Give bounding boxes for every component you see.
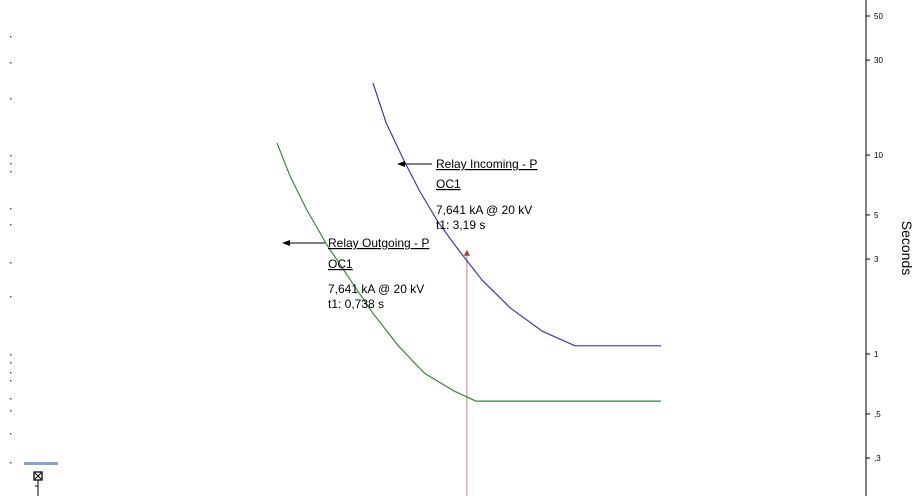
relay-incoming-title-line2: OC1 [436, 177, 461, 191]
diagram-label-blur [24, 462, 58, 465]
y-tick-label: 30 [874, 56, 883, 65]
relay-outgoing-current-label: 7,641 kA @ 20 kV [328, 282, 424, 296]
ruler-dot [10, 171, 12, 173]
ruler-dot [10, 372, 12, 374]
ruler-dot [10, 462, 12, 464]
relay-outgoing-annotation[interactable]: Relay Outgoing - P OC1 7,641 kA @ 20 kV … [282, 236, 429, 311]
y-tick-label: 5 [874, 211, 879, 220]
y-tick-label: 50 [874, 12, 883, 21]
ruler-dot [10, 354, 12, 356]
relay-incoming-title-line1: Relay Incoming - P [436, 157, 537, 171]
fault-point-marker [463, 249, 470, 256]
y-tick-label: ,3 [874, 454, 881, 463]
relay-incoming-current-label: 7,641 kA @ 20 kV [436, 203, 532, 217]
relay-incoming-curve[interactable] [372, 82, 661, 347]
ruler-dot [10, 380, 12, 382]
left-ruler-dots [10, 36, 12, 464]
y-axis-title: Seconds [899, 221, 915, 275]
y-tick-label: 3 [874, 255, 879, 264]
ruler-dot [10, 98, 12, 100]
ruler-dot [10, 410, 12, 412]
relay-outgoing-curve[interactable] [276, 142, 661, 402]
relay-outgoing-time-label: t1: 0,738 s [328, 297, 384, 311]
y-tick-label: 1 [874, 350, 879, 359]
y-tick-label: 10 [874, 151, 883, 160]
single-line-diagram-symbol[interactable] [24, 462, 58, 496]
relay-outgoing-title-line2: OC1 [328, 257, 353, 271]
relay-incoming-annotation[interactable]: Relay Incoming - P OC1 7,641 kA @ 20 kV … [397, 157, 537, 232]
ruler-dot [10, 62, 12, 64]
relay-outgoing-title-line1: Relay Outgoing - P [328, 236, 429, 250]
ruler-dot [10, 433, 12, 435]
ruler-dot [10, 36, 12, 38]
y-tick-label: ,5 [874, 410, 881, 419]
ruler-dot [10, 163, 12, 165]
ruler-dot [10, 155, 12, 157]
breaker-x-line-2 [34, 472, 42, 480]
y-axis-ticks: 50 30 10 5 3 1 ,5 ,3 [866, 12, 883, 463]
ruler-dot [10, 296, 12, 298]
relay-outgoing-arrow-head [282, 240, 290, 246]
ruler-dot [10, 398, 12, 400]
relay-incoming-time-label: t1: 3,19 s [436, 218, 485, 232]
ruler-dot [10, 208, 12, 210]
relay-incoming-arrow-head [397, 161, 405, 167]
ruler-dot [10, 362, 12, 364]
ruler-dot [10, 262, 12, 264]
ruler-dot [10, 224, 12, 226]
